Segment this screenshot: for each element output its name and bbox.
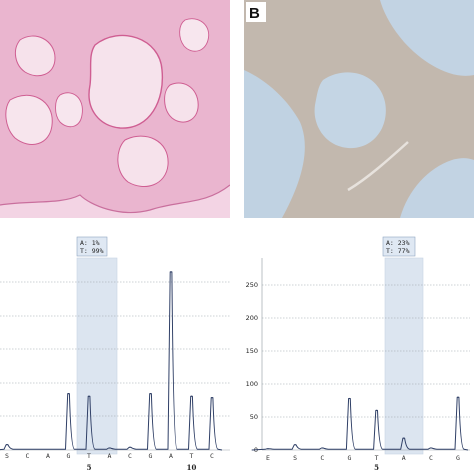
right-base-label: T bbox=[375, 454, 379, 462]
left-base-label: G bbox=[149, 452, 153, 460]
right-base-label: E bbox=[266, 454, 270, 462]
left-callout-box bbox=[76, 236, 108, 257]
right-base-label: S bbox=[293, 454, 297, 462]
left-peak-5 bbox=[149, 393, 152, 395]
panel-b-label: B bbox=[249, 5, 260, 22]
left-peak-1 bbox=[67, 393, 70, 395]
he-micrograph bbox=[0, 0, 230, 218]
right-ytick-label: 150 bbox=[246, 347, 258, 355]
panel-b-label-box bbox=[246, 2, 266, 22]
left-peak-2 bbox=[88, 395, 90, 397]
left-peak-8 bbox=[211, 397, 213, 399]
right-grid bbox=[261, 258, 470, 451]
left-peak-0 bbox=[6, 444, 8, 446]
left-position-label: 5 bbox=[87, 463, 92, 472]
left-base-label: T bbox=[87, 452, 91, 460]
right-base-label: C bbox=[320, 454, 324, 462]
ihc-lumen-top-right bbox=[380, 0, 474, 76]
right-peak-3 bbox=[348, 397, 350, 400]
right-position-label: 5 bbox=[374, 463, 379, 472]
he-cyst-small-6 bbox=[179, 18, 210, 52]
right-ytick-label: 100 bbox=[246, 380, 258, 388]
he-cyst-small-5 bbox=[55, 92, 83, 128]
ihc-lumen-center bbox=[314, 72, 386, 149]
right-peak-2 bbox=[321, 447, 323, 449]
right-base-label: A bbox=[402, 454, 406, 462]
left-peak-6 bbox=[170, 271, 172, 273]
left-callout-a: A: 1% bbox=[80, 239, 100, 247]
he-cyst-small-2 bbox=[5, 94, 53, 145]
left-trace-line bbox=[0, 271, 223, 451]
left-base-label: A bbox=[46, 452, 50, 460]
ihc-lumen-left bbox=[244, 70, 305, 218]
left-base-label: A bbox=[169, 452, 173, 460]
ihc-micrograph: B bbox=[244, 0, 474, 218]
right-peak-5 bbox=[403, 437, 405, 439]
left-callout-t: T: 99% bbox=[80, 247, 104, 255]
left-peak-7 bbox=[190, 395, 193, 397]
right-base-label: G bbox=[347, 454, 351, 462]
right-callout-t: T: 77% bbox=[386, 247, 410, 255]
left-base-label: S bbox=[5, 452, 9, 460]
right-base-label: G bbox=[456, 454, 460, 462]
right-peak-6 bbox=[430, 447, 432, 449]
right-ytick-label: 250 bbox=[246, 281, 258, 289]
he-cyst-small-3 bbox=[117, 135, 169, 187]
left-grid bbox=[0, 281, 230, 451]
right-peak-0 bbox=[267, 448, 269, 450]
right-highlight bbox=[384, 257, 424, 455]
left-position-label: 10 bbox=[187, 463, 197, 472]
right-base-label: C bbox=[429, 454, 433, 462]
he-tissue-edge bbox=[0, 184, 230, 214]
right-peak-4 bbox=[376, 409, 378, 411]
left-peak-4 bbox=[129, 446, 131, 448]
left-base-label: A bbox=[108, 452, 112, 460]
left-base-label: C bbox=[26, 452, 30, 460]
ihc-vessel bbox=[347, 141, 409, 192]
he-cyst-large bbox=[88, 34, 164, 129]
left-peak-3 bbox=[108, 447, 111, 449]
right-peak-7 bbox=[457, 396, 459, 398]
left-highlight bbox=[76, 257, 118, 455]
right-ytick-label: 200 bbox=[246, 314, 258, 322]
right-callout-a: A: 23% bbox=[386, 239, 410, 247]
right-ytick-label: 50 bbox=[250, 413, 258, 421]
left-base-label: T bbox=[190, 452, 194, 460]
he-cyst-small-4 bbox=[164, 82, 199, 123]
ihc-lumen-bottom-right bbox=[400, 158, 474, 218]
right-callout-box bbox=[382, 236, 416, 257]
chromatogram-left: A: 1% T: 99% S C A G T A C G A T C 5 10 bbox=[0, 236, 230, 472]
right-trace-line bbox=[251, 396, 469, 451]
left-base-label: C bbox=[128, 452, 132, 460]
he-cyst-small-1 bbox=[14, 35, 56, 77]
left-base-label: C bbox=[210, 452, 214, 460]
right-peak-1 bbox=[294, 444, 296, 446]
left-base-label: G bbox=[67, 452, 71, 460]
